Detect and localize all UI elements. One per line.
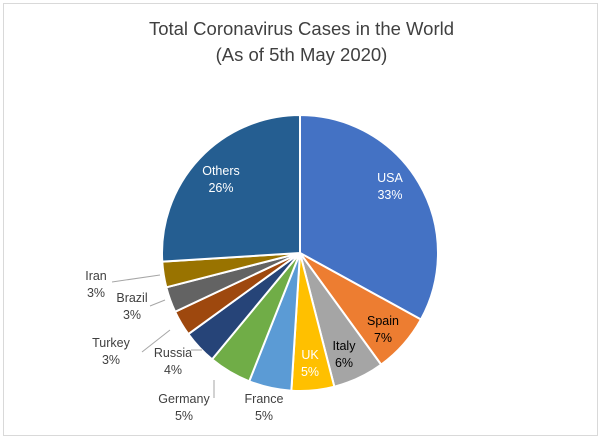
slice-label-brazil: Brazil 3% (116, 291, 147, 322)
slice-label-usa: USA 33% (377, 171, 403, 202)
leader-line-brazil (149, 299, 166, 307)
slice-label-germany: Germany 5% (158, 392, 210, 423)
chart-subtitle: (As of 5th May 2020) (215, 44, 388, 65)
chart-title: Total Coronavirus Cases in the World (148, 18, 455, 39)
leader-line-iran (111, 274, 161, 283)
slice-label-italy: Italy 6% (333, 339, 357, 370)
slice-label-france: France 5% (245, 392, 284, 423)
chart-title-block: Total Coronavirus Cases in the World (As… (0, 16, 603, 68)
slice-label-uk: UK 5% (301, 348, 319, 379)
slice-label-iran: Iran 3% (85, 269, 107, 300)
slice-label-russia: Russia 4% (154, 346, 192, 377)
slice-label-turkey: Turkey 3% (92, 336, 130, 367)
slice-label-others: Others 26% (202, 164, 240, 195)
leader-line-turkey (141, 329, 171, 353)
pie-slice-usa (299, 113, 439, 321)
slice-label-spain: Spain 7% (367, 314, 399, 345)
pie-slice-others (161, 113, 301, 263)
